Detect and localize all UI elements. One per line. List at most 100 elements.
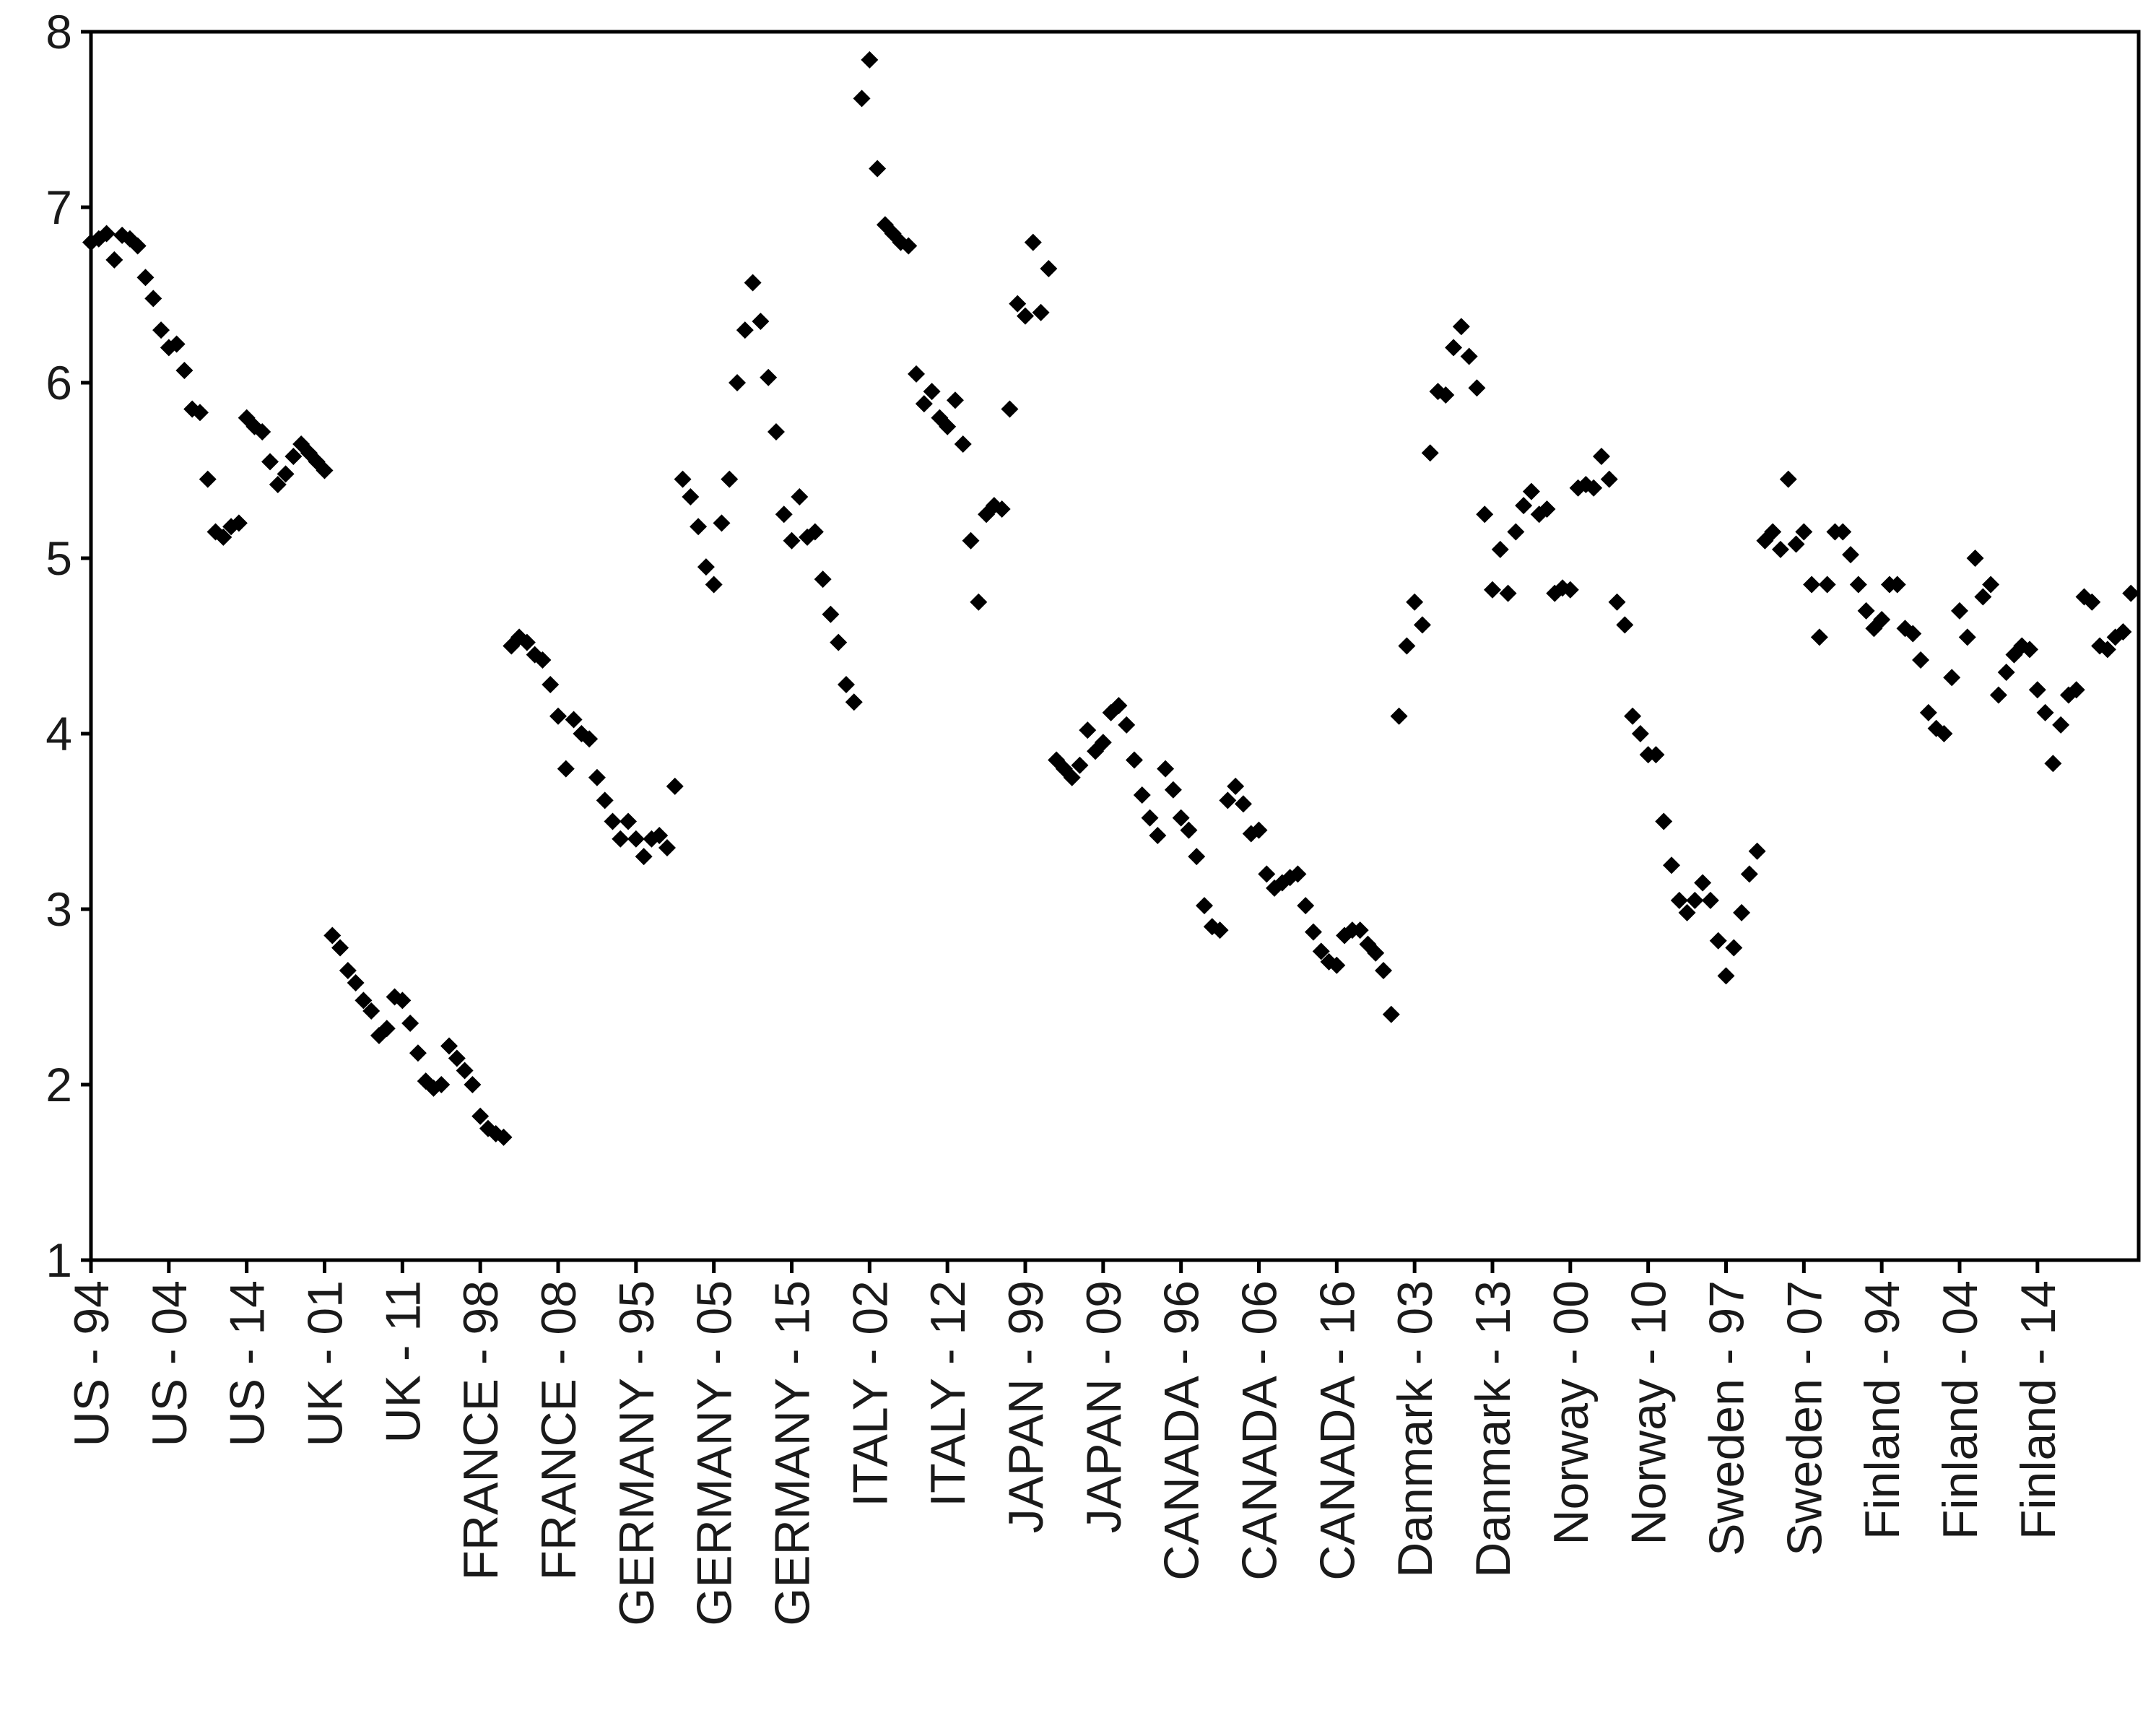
data-point bbox=[565, 711, 583, 729]
data-point bbox=[939, 417, 957, 435]
data-point bbox=[767, 423, 785, 441]
data-point bbox=[970, 593, 988, 611]
data-point bbox=[1211, 921, 1229, 939]
data-point bbox=[658, 838, 676, 856]
data-point bbox=[409, 1044, 427, 1062]
data-point bbox=[713, 514, 731, 532]
data-point bbox=[2067, 681, 2085, 699]
y-tick-label: 2 bbox=[45, 1058, 72, 1111]
data-point bbox=[1118, 716, 1136, 734]
data-point bbox=[1164, 781, 1182, 799]
data-point bbox=[744, 274, 762, 292]
data-point bbox=[1180, 821, 1198, 839]
x-tick-label: Danmark - 13 bbox=[1466, 1280, 1521, 1578]
data-point bbox=[1771, 540, 1789, 558]
data-point bbox=[1678, 903, 1696, 921]
data-point bbox=[1515, 497, 1533, 515]
data-point bbox=[627, 830, 645, 848]
data-point bbox=[1694, 874, 1712, 892]
data-point bbox=[1351, 921, 1369, 939]
x-tick-label: CANADA - 16 bbox=[1310, 1280, 1365, 1581]
plot-area-frame bbox=[89, 30, 2141, 1262]
data-point bbox=[1188, 848, 1206, 866]
data-point bbox=[534, 651, 552, 669]
data-point bbox=[1958, 628, 1976, 646]
data-point bbox=[152, 321, 170, 339]
y-tick-label: 4 bbox=[45, 707, 72, 760]
data-point bbox=[915, 395, 933, 413]
data-point bbox=[136, 269, 155, 287]
data-point bbox=[1740, 865, 1758, 883]
data-point bbox=[1157, 760, 1175, 778]
data-point bbox=[362, 1002, 381, 1020]
data-point bbox=[1522, 482, 1540, 500]
data-point bbox=[542, 675, 560, 693]
x-tick-label: US - 94 bbox=[64, 1280, 119, 1447]
data-point bbox=[331, 939, 349, 957]
data-point bbox=[253, 423, 271, 441]
x-tick-label: ITALY - 12 bbox=[921, 1280, 975, 1507]
data-point bbox=[1001, 400, 1019, 418]
data-point bbox=[1094, 734, 1112, 752]
data-point bbox=[1452, 318, 1470, 336]
data-point bbox=[791, 487, 809, 505]
data-point bbox=[760, 368, 778, 386]
data-point bbox=[456, 1062, 474, 1080]
x-tick-label: ITALY - 02 bbox=[843, 1280, 897, 1507]
x-tick-label: Sweden - 07 bbox=[1777, 1280, 1832, 1556]
data-point bbox=[783, 531, 801, 550]
x-tick-label: Finland - 94 bbox=[1855, 1280, 1910, 1540]
data-point bbox=[1966, 550, 1984, 567]
data-point bbox=[378, 1020, 396, 1038]
data-point bbox=[1382, 1005, 1400, 1023]
data-points bbox=[82, 51, 2140, 1146]
x-tick-label: Finland - 14 bbox=[2011, 1280, 2066, 1540]
data-point bbox=[2083, 593, 2101, 611]
data-point bbox=[199, 470, 217, 488]
data-point bbox=[620, 812, 638, 830]
data-point bbox=[1647, 746, 1665, 764]
data-point bbox=[845, 693, 863, 711]
data-point bbox=[1250, 821, 1268, 839]
y-tick-label: 1 bbox=[45, 1233, 72, 1287]
x-tick-label: Finland - 04 bbox=[1933, 1280, 1988, 1540]
data-point bbox=[1071, 756, 1089, 774]
data-point bbox=[2036, 703, 2054, 721]
data-point bbox=[1997, 663, 2015, 681]
x-tick-label: UK - 11 bbox=[375, 1280, 430, 1443]
data-point bbox=[1600, 470, 1618, 488]
data-point bbox=[1476, 505, 1494, 524]
data-point bbox=[105, 251, 123, 269]
data-point bbox=[1016, 307, 1034, 325]
data-point bbox=[690, 518, 708, 536]
y-tick-label: 8 bbox=[45, 5, 72, 58]
data-point bbox=[1468, 379, 1486, 397]
data-point bbox=[230, 514, 248, 532]
data-point bbox=[168, 335, 186, 353]
data-point bbox=[1585, 479, 1603, 497]
data-point bbox=[900, 237, 918, 255]
data-point bbox=[2052, 716, 2070, 734]
data-point bbox=[339, 962, 357, 980]
data-point bbox=[1079, 721, 1097, 739]
data-point bbox=[1592, 448, 1610, 466]
data-point bbox=[588, 768, 606, 786]
data-point bbox=[752, 312, 770, 330]
y-tick-label: 6 bbox=[45, 356, 72, 409]
data-point bbox=[1834, 523, 1852, 541]
data-point bbox=[323, 926, 342, 945]
data-point bbox=[1375, 962, 1393, 980]
data-point bbox=[923, 383, 941, 401]
data-point bbox=[277, 465, 295, 483]
data-point bbox=[2021, 641, 2039, 659]
data-point bbox=[401, 1014, 420, 1032]
data-point bbox=[1227, 777, 1245, 795]
data-point bbox=[284, 448, 303, 466]
data-point bbox=[705, 576, 723, 594]
data-point bbox=[432, 1076, 451, 1093]
data-point bbox=[1437, 386, 1455, 404]
data-point bbox=[954, 435, 972, 453]
data-point bbox=[1935, 725, 1953, 742]
data-point bbox=[1725, 939, 1743, 957]
